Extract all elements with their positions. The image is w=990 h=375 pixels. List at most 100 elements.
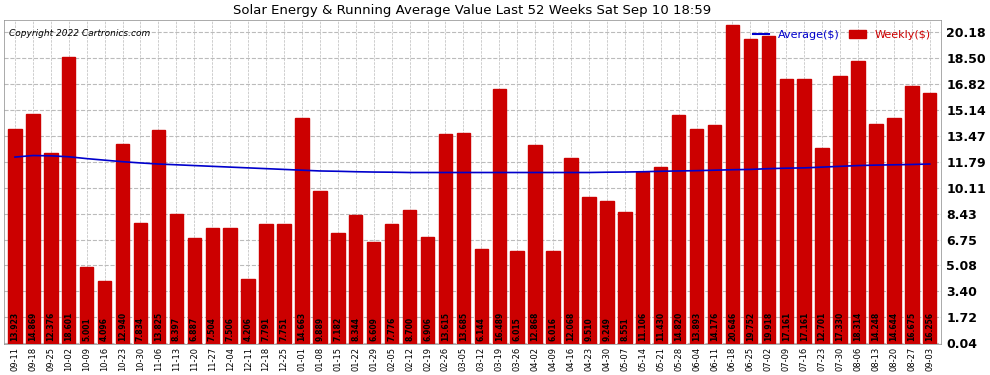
Text: 8.397: 8.397	[172, 317, 181, 342]
Text: 13.825: 13.825	[153, 312, 163, 342]
Bar	[834, 76, 846, 344]
Text: 16.256: 16.256	[926, 312, 935, 342]
Text: 18.601: 18.601	[64, 312, 73, 342]
Bar	[493, 89, 506, 344]
Bar	[8, 129, 22, 344]
Text: 14.869: 14.869	[29, 312, 38, 342]
Text: 9.510: 9.510	[584, 318, 593, 342]
Bar	[905, 87, 919, 344]
Bar	[726, 25, 740, 344]
Bar	[206, 228, 219, 344]
Text: 7.182: 7.182	[334, 317, 343, 342]
Text: 6.906: 6.906	[423, 318, 432, 342]
Text: 14.644: 14.644	[889, 312, 898, 342]
Bar	[367, 242, 380, 344]
Text: 12.376: 12.376	[47, 312, 55, 342]
Bar	[887, 118, 901, 344]
Text: 12.701: 12.701	[818, 312, 827, 342]
Bar	[923, 93, 937, 344]
Bar	[636, 172, 649, 344]
Bar	[259, 224, 273, 344]
Bar	[385, 224, 398, 344]
Bar	[62, 57, 75, 344]
Title: Solar Energy & Running Average Value Last 52 Weeks Sat Sep 10 18:59: Solar Energy & Running Average Value Las…	[234, 4, 712, 17]
Bar	[529, 145, 542, 344]
Text: 4.096: 4.096	[100, 318, 109, 342]
Legend: Average($), Weekly($): Average($), Weekly($)	[748, 25, 935, 44]
Text: 7.751: 7.751	[279, 318, 288, 342]
Bar	[169, 214, 183, 344]
Bar	[708, 125, 722, 344]
Text: 12.940: 12.940	[118, 312, 127, 342]
Text: 20.646: 20.646	[728, 312, 737, 342]
Bar	[98, 280, 111, 344]
Bar	[816, 148, 829, 344]
Bar	[654, 167, 667, 344]
Bar	[743, 39, 757, 344]
Text: 13.893: 13.893	[692, 312, 701, 342]
Bar	[224, 228, 237, 344]
Text: 9.889: 9.889	[316, 317, 325, 342]
Bar	[331, 233, 345, 344]
Bar	[582, 197, 596, 344]
Text: 7.791: 7.791	[261, 317, 270, 342]
Text: 6.015: 6.015	[513, 318, 522, 342]
Text: 8.344: 8.344	[351, 318, 360, 342]
Text: 11.430: 11.430	[656, 312, 665, 342]
Bar	[779, 79, 793, 344]
Text: Copyright 2022 Cartronics.com: Copyright 2022 Cartronics.com	[9, 30, 150, 39]
Text: 16.489: 16.489	[495, 312, 504, 342]
Bar	[277, 224, 291, 344]
Bar	[672, 115, 685, 344]
Text: 4.206: 4.206	[244, 318, 252, 342]
Bar	[600, 201, 614, 344]
Text: 7.776: 7.776	[387, 317, 396, 342]
Text: 6.887: 6.887	[190, 317, 199, 342]
Bar	[242, 279, 254, 344]
Text: 14.820: 14.820	[674, 312, 683, 342]
Text: 17.161: 17.161	[782, 312, 791, 342]
Text: 8.551: 8.551	[621, 318, 630, 342]
Text: 11.106: 11.106	[639, 312, 647, 342]
Bar	[151, 130, 165, 344]
Bar	[511, 251, 524, 344]
Text: 14.663: 14.663	[297, 312, 307, 342]
Text: 19.752: 19.752	[745, 312, 755, 342]
Bar	[134, 223, 148, 344]
Text: 6.016: 6.016	[548, 318, 557, 342]
Bar	[546, 251, 559, 344]
Bar	[761, 36, 775, 344]
Text: 14.248: 14.248	[871, 312, 880, 342]
Bar	[403, 210, 416, 344]
Bar	[116, 144, 130, 344]
Text: 18.314: 18.314	[853, 312, 862, 342]
Text: 7.504: 7.504	[208, 318, 217, 342]
Bar	[295, 117, 309, 344]
Bar	[618, 212, 632, 344]
Bar	[187, 237, 201, 344]
Bar	[564, 158, 578, 344]
Bar	[439, 134, 452, 344]
Text: 16.675: 16.675	[907, 312, 917, 342]
Bar	[690, 129, 703, 344]
Bar	[456, 133, 470, 344]
Bar	[869, 124, 883, 344]
Text: 5.001: 5.001	[82, 318, 91, 342]
Text: 12.868: 12.868	[531, 312, 540, 342]
Text: 6.144: 6.144	[477, 318, 486, 342]
Text: 13.685: 13.685	[459, 312, 468, 342]
Text: 6.609: 6.609	[369, 318, 378, 342]
Bar	[798, 79, 811, 344]
Text: 8.700: 8.700	[405, 317, 414, 342]
Text: 12.068: 12.068	[566, 312, 575, 342]
Text: 13.923: 13.923	[11, 312, 20, 342]
Text: 17.161: 17.161	[800, 312, 809, 342]
Text: 17.330: 17.330	[836, 312, 844, 342]
Bar	[80, 267, 93, 344]
Bar	[474, 249, 488, 344]
Text: 9.249: 9.249	[602, 318, 612, 342]
Text: 13.615: 13.615	[441, 312, 449, 342]
Bar	[421, 237, 435, 344]
Text: 14.176: 14.176	[710, 312, 719, 342]
Text: 7.834: 7.834	[136, 317, 145, 342]
